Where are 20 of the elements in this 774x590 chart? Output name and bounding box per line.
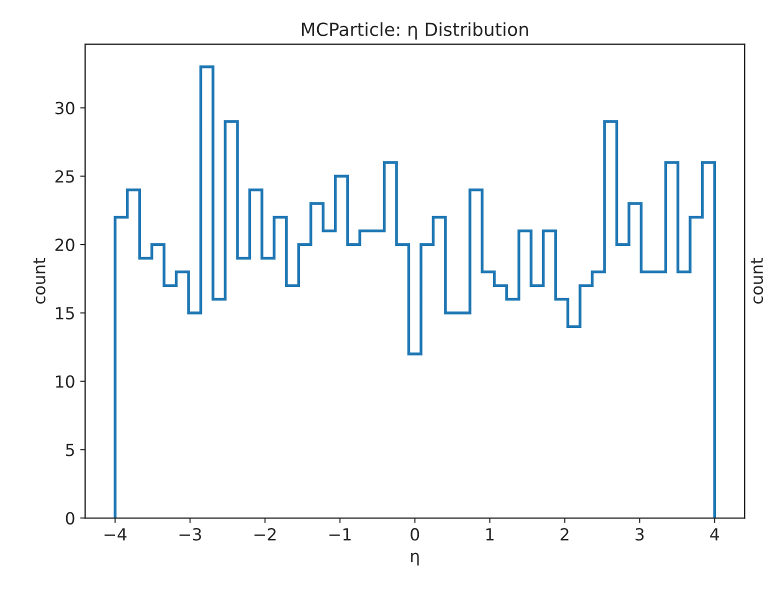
x-tick-label: −1 — [329, 528, 351, 540]
chart-title: MCParticle: η Distribution — [302, 22, 528, 40]
x-tick-label: 1 — [486, 528, 494, 540]
x-tick-label: 3 — [636, 528, 644, 541]
x-axis-title: η — [411, 552, 419, 566]
x-tick-label: −3 — [180, 528, 201, 541]
y-tick-label: 10 — [56, 375, 74, 388]
x-tick-label: −4 — [104, 528, 126, 540]
y-tick-label: 0 — [66, 512, 74, 525]
y-tick-label: 25 — [55, 170, 74, 183]
x-tick-label: 0 — [410, 528, 420, 541]
y-tick-label: 20 — [55, 238, 74, 252]
y-tick-label: 5 — [66, 444, 74, 456]
x-tick-label: −2 — [254, 528, 276, 540]
y-tick-label: 30 — [55, 102, 74, 114]
y-axis-title: count — [33, 258, 46, 304]
y-tick-label: 15 — [56, 307, 74, 320]
x-tick-label: 4 — [710, 528, 719, 540]
x-tick-label: 2 — [560, 528, 568, 540]
y2-axis-title: count — [751, 258, 764, 304]
